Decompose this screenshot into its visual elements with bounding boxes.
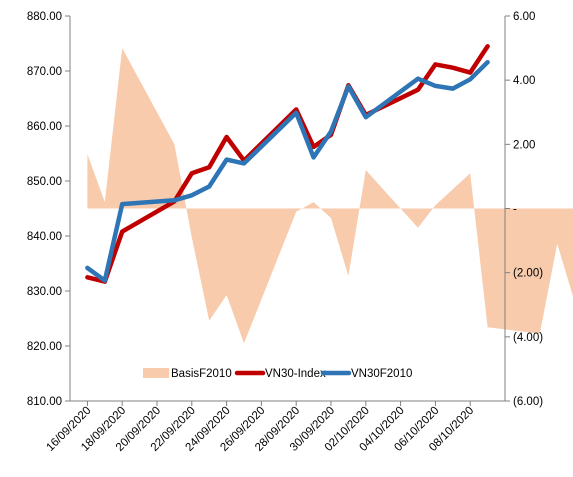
y-right-tick-label: 4.00 <box>513 75 535 87</box>
series-line-vn30f2010 <box>85 59 490 283</box>
series-area-basisf2010 <box>87 48 573 344</box>
y-right-tick-label: 2.00 <box>513 139 535 151</box>
y-left-tick-label: 860.00 <box>27 121 62 133</box>
y-left-tick-label: 880.00 <box>27 11 62 23</box>
area-layer <box>87 48 573 344</box>
y-left-tick-label: 810.00 <box>27 396 62 408</box>
legend-label-vn30-index: VN30-Index <box>265 368 326 380</box>
y-left-tick-label: 820.00 <box>27 341 62 353</box>
y-right-tick-label: (4.00) <box>513 332 543 344</box>
y-left-tick-label: 870.00 <box>27 66 62 78</box>
y-left-tick-label: 830.00 <box>27 286 62 298</box>
y-right-tick-label: - <box>513 204 517 216</box>
y-left-tick-label: 840.00 <box>27 231 62 243</box>
legend: BasisF2010 VN30-Index VN30F2010 <box>143 368 412 380</box>
y-left-tick-label: 850.00 <box>27 176 62 188</box>
legend-label-basisf2010: BasisF2010 <box>171 368 232 380</box>
series-line-vn30-index <box>85 44 490 284</box>
line-layer <box>85 44 490 284</box>
y-right-tick-label: (6.00) <box>513 396 543 408</box>
y-right-tick-label: 6.00 <box>513 11 535 23</box>
y-right-tick-label: (2.00) <box>513 268 543 280</box>
axis-layer: 810.00 820.00 830.00 840.00 850.00 860.00 870.… <box>27 11 543 454</box>
legend-swatch-basisf2010 <box>143 368 169 378</box>
legend-label-vn30f2010: VN30F2010 <box>351 368 412 380</box>
